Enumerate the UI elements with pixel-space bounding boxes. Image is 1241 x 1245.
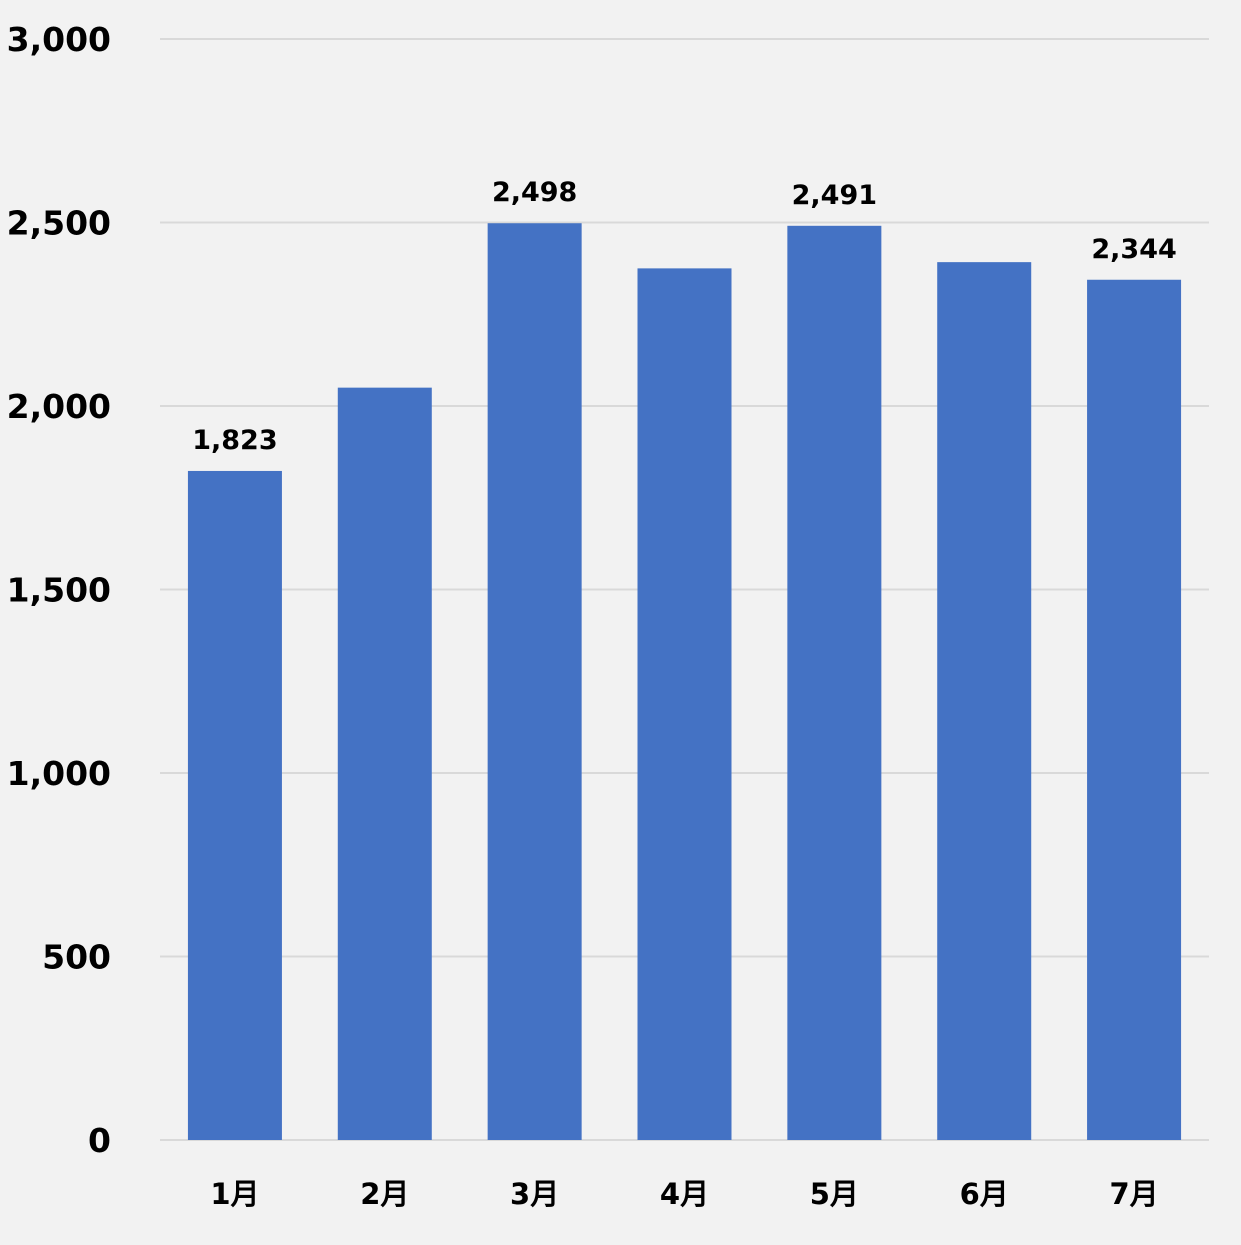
- x-tick-label: 7月: [1109, 1177, 1158, 1211]
- bar-data-label: 2,344: [1091, 234, 1176, 265]
- bar: [337, 387, 432, 1140]
- y-tick-label: 500: [42, 938, 111, 977]
- bar: [937, 262, 1032, 1140]
- y-tick-label: 0: [88, 1121, 111, 1160]
- bar: [1087, 279, 1182, 1140]
- bar-data-labels: 1,823 2,498 2,491 2,344: [192, 177, 1177, 456]
- bar: [487, 223, 582, 1140]
- y-tick-label: 1,000: [7, 754, 111, 793]
- y-tick-label: 2,500: [7, 204, 111, 243]
- y-tick-label: 2,000: [7, 387, 111, 426]
- bar-data-label: 1,823: [192, 425, 277, 456]
- bars: [187, 223, 1182, 1141]
- x-tick-label: 5月: [810, 1177, 859, 1211]
- x-tick-label: 6月: [960, 1177, 1009, 1211]
- x-tick-label: 3月: [510, 1177, 559, 1211]
- bar-data-label: 2,491: [792, 180, 877, 211]
- x-tick-label: 2月: [360, 1177, 409, 1211]
- y-axis-tick-labels: 0 500 1,000 1,500 2,000 2,500 3,000: [7, 20, 111, 1160]
- bar-data-label: 2,498: [492, 177, 577, 208]
- bar: [787, 225, 882, 1141]
- bar: [637, 268, 732, 1140]
- y-tick-label: 1,500: [7, 571, 111, 610]
- x-tick-label: 1月: [210, 1177, 259, 1211]
- bar: [187, 470, 282, 1141]
- x-axis-tick-labels: 1月 2月 3月 4月 5月 6月 7月: [210, 1177, 1158, 1211]
- y-tick-label: 3,000: [7, 20, 111, 59]
- x-tick-label: 4月: [660, 1177, 709, 1211]
